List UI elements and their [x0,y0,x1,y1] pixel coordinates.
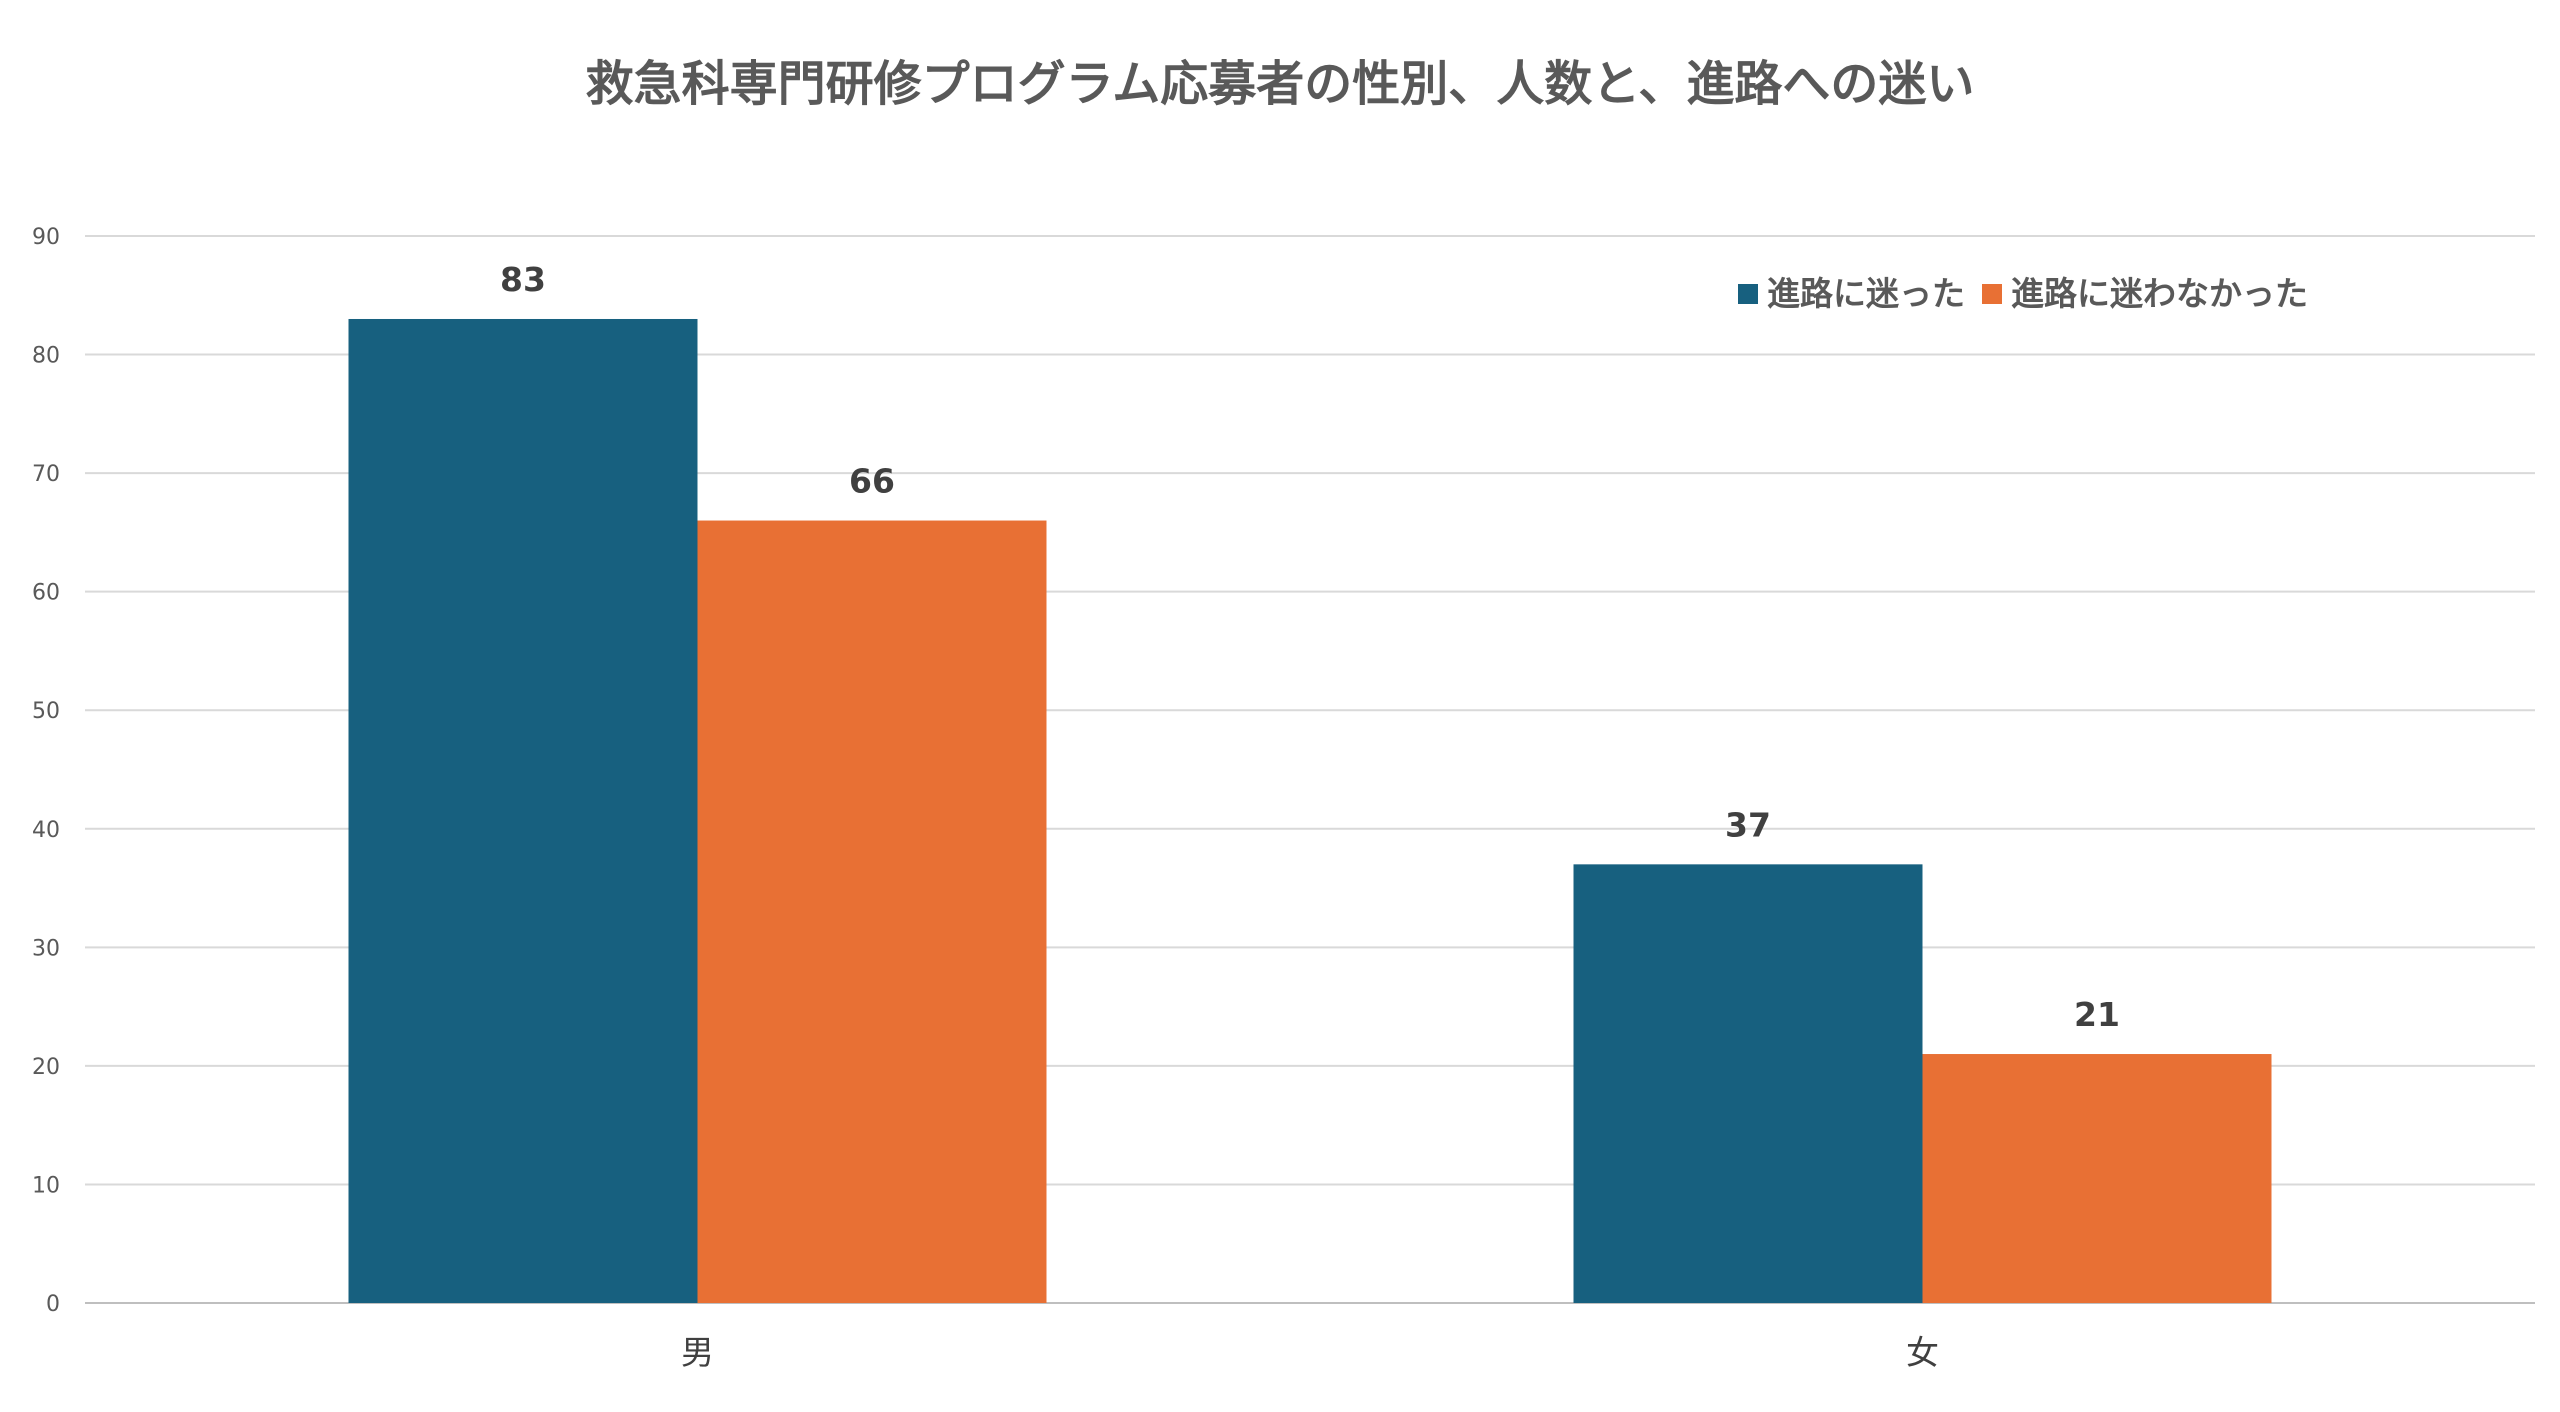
legend: 進路に迷った 進路に迷わなかった [1738,274,2308,313]
y-tick-label: 50 [32,699,60,724]
y-tick-label: 70 [32,462,60,487]
legend-label: 進路に迷った [1767,274,1965,313]
y-tick-label: 90 [32,225,60,250]
data-label: 66 [849,462,895,501]
data-label: 21 [2074,995,2120,1034]
y-tick-label: 20 [32,1055,60,1080]
chart-title: 救急科専門研修プログラム応募者の性別、人数と、進路への迷い [586,56,1975,112]
y-tick-label: 80 [32,344,60,369]
bar-lost-0 [348,318,698,1303]
y-tick-label: 0 [46,1292,60,1317]
legend-label: 進路に迷わなかった [2011,274,2308,313]
legend-swatch [1982,284,2002,304]
x-tick-label: 女 [1906,1333,1939,1372]
bar-not-lost-0 [697,520,1047,1303]
data-label: 37 [1725,805,1771,844]
legend-swatch [1738,284,1758,304]
y-tick-label: 60 [32,581,60,606]
bar-lost-1 [1573,864,1923,1303]
y-tick-label: 40 [32,818,60,843]
bar-not-lost-1 [1922,1054,2272,1303]
data-labels: 83 66 37 21 [500,260,2120,1034]
y-axis-ticks: 0 10 20 30 40 50 60 70 80 90 [32,225,60,1317]
data-label: 83 [500,260,546,299]
y-tick-label: 10 [32,1173,60,1198]
bars [348,318,2272,1303]
x-axis-ticks: 男女 [681,1333,1939,1372]
y-tick-label: 30 [32,936,60,961]
x-tick-label: 男 [681,1333,714,1372]
